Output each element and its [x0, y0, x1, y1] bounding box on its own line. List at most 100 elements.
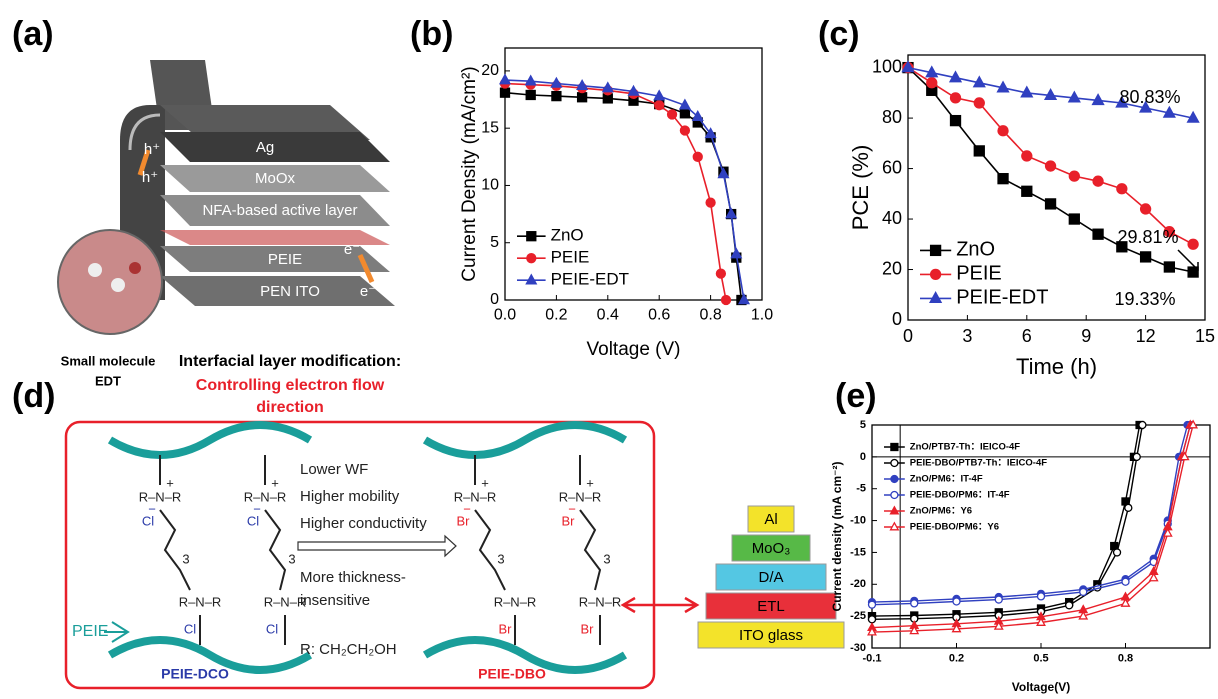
marker — [525, 89, 536, 101]
molecule-zoom — [57, 229, 163, 335]
marker — [1068, 170, 1080, 182]
marker — [1162, 105, 1176, 118]
x-tick-label: 15 — [1195, 326, 1215, 346]
conversion-arrow — [297, 534, 457, 558]
marker — [524, 74, 537, 86]
legend-label: PEIE-DBO/PM6：IT-4F — [910, 490, 1010, 501]
marker — [1036, 616, 1046, 626]
amine: R–N–R — [559, 489, 602, 504]
marker — [1188, 419, 1199, 429]
marker — [601, 81, 614, 93]
x-tick-label: 6 — [1022, 326, 1032, 346]
legend-label: ZnO — [956, 239, 995, 261]
marker — [576, 92, 588, 103]
y-tick-label: -20 — [850, 578, 866, 590]
repeat: 3 — [288, 551, 295, 566]
legend-label: PEIE-EDT — [956, 287, 1048, 309]
x-tick-label: 12 — [1136, 326, 1156, 346]
marker — [1091, 93, 1105, 106]
counter-ion: Br — [457, 513, 471, 528]
panel-label: (d) — [12, 377, 55, 415]
molecule-label: EDT — [95, 373, 121, 388]
atom — [88, 263, 102, 277]
legend-marker — [526, 231, 537, 242]
marker — [704, 127, 717, 139]
layer-peie — [160, 246, 390, 272]
marker — [1148, 572, 1159, 582]
y-tick-label: -15 — [850, 546, 866, 558]
marker — [1078, 610, 1089, 620]
x-axis-label: Time (h) — [1016, 354, 1097, 379]
marker — [576, 79, 589, 91]
marker — [1124, 503, 1133, 512]
legend-marker — [890, 490, 899, 500]
panel-label: (b) — [410, 15, 453, 53]
marker — [1068, 213, 1080, 225]
structure — [422, 421, 628, 674]
y-tick-label: -5 — [856, 483, 866, 495]
x-tick-label: 0.0 — [494, 306, 516, 323]
legend-marker — [890, 442, 899, 452]
layer-label: PEN ITO — [260, 283, 320, 300]
marker — [973, 97, 985, 109]
frame — [64, 420, 656, 690]
caption: Interfacial layer modification: — [179, 353, 401, 370]
legend-label: ZnO/PTB7-Th：IEICO-4F — [910, 442, 1021, 453]
stack-layer — [715, 563, 827, 591]
molecule-label: Small molecule — [61, 353, 156, 368]
plot-frame — [504, 47, 763, 301]
y-tick-label: 60 — [882, 157, 902, 177]
annotation: 19.33% — [1114, 289, 1175, 309]
marker — [1065, 601, 1074, 610]
stack-label: Al — [764, 511, 777, 528]
counter-ion: Cl — [142, 513, 154, 528]
marker — [717, 167, 730, 179]
y-axis-label: Current Density (mA/cm²) — [459, 66, 480, 281]
marker — [1139, 100, 1153, 113]
marker — [678, 98, 691, 110]
counter-ion: Cl — [247, 513, 259, 528]
y-tick-label: 100 — [872, 56, 902, 76]
stack-label: ITO glass — [739, 627, 803, 644]
y-tick-label: 20 — [481, 62, 499, 79]
marker — [1044, 160, 1057, 172]
series-line — [504, 82, 727, 301]
y-tick-label: 0 — [490, 291, 499, 308]
legend-marker — [890, 474, 899, 484]
repeat: 3 — [497, 551, 504, 566]
plot-frame — [871, 424, 1211, 649]
anion: − — [568, 501, 576, 516]
annotation-arrow — [1177, 249, 1199, 271]
marker — [867, 600, 877, 609]
y-axis-label: PCE (%) — [848, 145, 873, 231]
marker — [679, 125, 691, 136]
x-tick-label: 9 — [1081, 326, 1091, 346]
layer-ag — [160, 132, 390, 162]
marker — [627, 84, 640, 96]
x-axis-label: Voltage(V) — [1012, 680, 1070, 694]
marker — [653, 89, 666, 101]
marker — [973, 145, 985, 157]
marker — [737, 293, 751, 305]
legend-label: PEIE — [551, 248, 590, 267]
marker — [1187, 238, 1199, 250]
structure — [107, 421, 313, 674]
marker — [1163, 226, 1176, 238]
marker — [498, 73, 512, 85]
marker — [1044, 198, 1057, 210]
legend-label: ZnO/PM6：IT-4F — [910, 474, 983, 485]
carrier-label: e⁻ — [344, 241, 360, 258]
marker — [550, 76, 563, 88]
y-tick-label: 5 — [860, 419, 866, 431]
marker — [679, 108, 691, 119]
legend-label: ZnO/PM6：Y6 — [910, 506, 972, 517]
legend-label: PEIE-EDT — [551, 270, 629, 289]
caption-highlight: direction — [256, 399, 324, 416]
marker — [551, 90, 562, 102]
marker — [1116, 241, 1128, 253]
marker — [705, 197, 716, 208]
panel-label: (c) — [818, 15, 860, 53]
marker — [1132, 452, 1141, 462]
x-tick-label: 0.6 — [648, 306, 670, 323]
marker — [720, 294, 732, 306]
